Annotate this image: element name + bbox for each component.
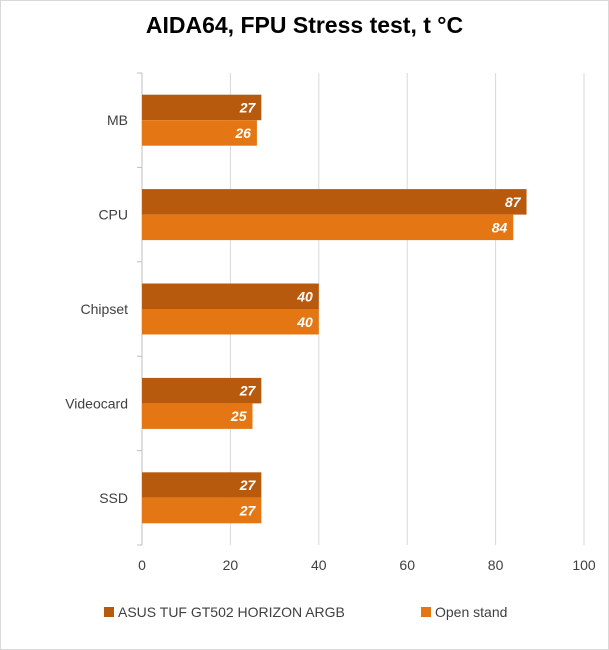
data-label-cpu-series-2: 84 — [492, 219, 508, 235]
data-label-ssd-series-1: 27 — [239, 477, 257, 493]
data-label-chipset-series-2: 40 — [296, 314, 313, 330]
bar-mb-series-1 — [142, 94, 262, 121]
data-label-chipset-series-1: 40 — [296, 288, 313, 304]
legend-label-series-2: Open stand — [435, 604, 508, 620]
data-label-ssd-series-2: 27 — [239, 503, 257, 519]
category-label-chipset: Chipset — [81, 301, 129, 317]
bar-cpu-series-1 — [142, 189, 527, 215]
category-label-cpu: CPU — [98, 207, 128, 223]
x-tick-label-80: 80 — [488, 557, 504, 573]
legend-label-series-1: ASUS TUF GT502 HORIZON ARGB — [118, 604, 345, 620]
data-label-cpu-series-1: 87 — [505, 194, 522, 210]
bar-videocard-series-2 — [142, 403, 253, 429]
legend-swatch-series-1 — [104, 607, 114, 617]
data-label-mb-series-1: 27 — [239, 99, 257, 115]
bar-videocard-series-1 — [142, 377, 262, 404]
chart-title: AIDA64, FPU Stress test, t °C — [145, 12, 464, 38]
category-label-ssd: SSD — [99, 490, 128, 506]
legend-swatch-series-2 — [421, 607, 431, 617]
x-tick-label-60: 60 — [399, 557, 415, 573]
bar-cpu-series-2 — [142, 214, 514, 241]
x-tick-label-20: 20 — [223, 557, 239, 573]
category-label-mb: MB — [107, 112, 128, 128]
category-label-videocard: Videocard — [65, 395, 128, 411]
data-label-videocard-series-2: 25 — [230, 408, 247, 424]
legend-item-series-1: ASUS TUF GT502 HORIZON ARGB — [104, 604, 345, 620]
data-label-mb-series-2: 26 — [234, 125, 251, 141]
bar-chipset-series-1 — [142, 283, 319, 309]
x-tick-label-40: 40 — [311, 557, 327, 573]
bar-chipset-series-2 — [142, 309, 319, 335]
bar-ssd-series-2 — [142, 497, 262, 524]
legend-item-series-2: Open stand — [421, 604, 507, 620]
bar-ssd-series-1 — [142, 472, 262, 498]
bar-mb-series-2 — [142, 120, 257, 146]
data-label-videocard-series-1: 27 — [239, 383, 257, 399]
x-tick-label-0: 0 — [138, 557, 146, 573]
x-tick-label-100: 100 — [572, 557, 596, 573]
